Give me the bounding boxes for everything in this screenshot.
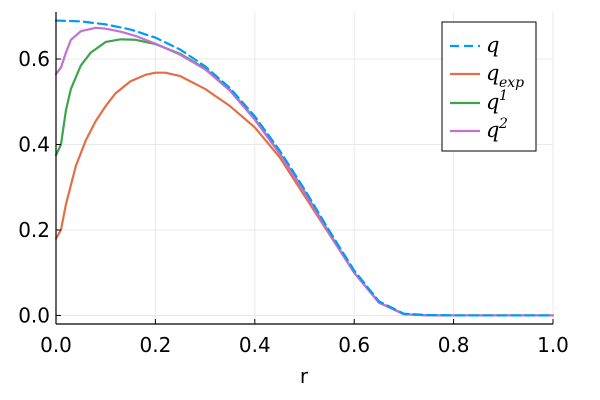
y-tick-label: 0.2 [18,218,50,242]
x-tick-label: 0.4 [239,333,271,357]
x-axis-label: r [300,364,309,388]
legend-box [441,21,537,152]
x-tick-label: 0.2 [139,333,171,357]
legend-label: q [486,61,499,85]
legend-label-subscript: exp [499,75,524,91]
x-tick-label: 0.6 [338,333,370,357]
x-tick-label: 1.0 [537,333,569,357]
x-tick-label: 0.8 [438,333,470,357]
y-tick-label: 0.6 [18,47,50,71]
legend-label-superscript: 1 [499,88,508,104]
y-tick-labels: 0.0 0.2 0.4 0.6 [18,47,50,327]
legend-label: q [486,33,499,57]
y-tick-label: 0.4 [18,132,50,156]
y-tick-label: 0.0 [18,303,50,327]
legend-label-superscript: 2 [498,116,508,132]
x-tick-labels: 0.0 0.2 0.4 0.6 0.8 1.0 [40,333,569,357]
legend-label: q [486,90,499,114]
series-layer [54,19,555,317]
legend-label: q [486,118,499,142]
axes [55,12,554,325]
legend-entry: q [486,33,499,57]
series-line-q [54,19,555,317]
legend-entry: q exp [486,61,524,91]
x-tick-label: 0.0 [40,333,72,357]
